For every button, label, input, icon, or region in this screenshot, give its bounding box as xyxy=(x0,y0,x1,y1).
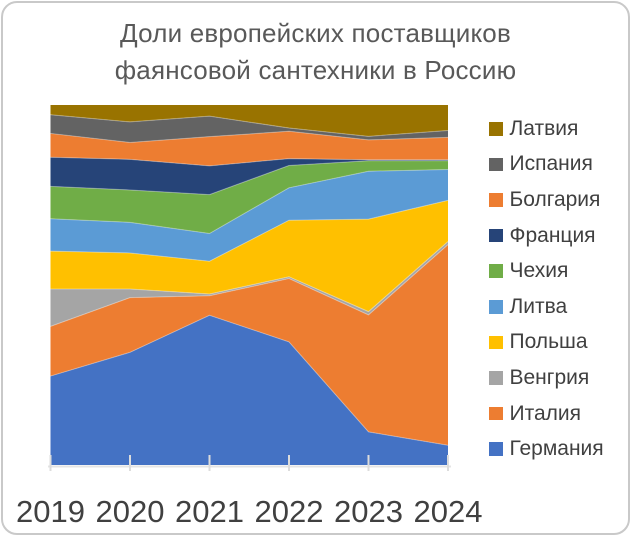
band-separator xyxy=(50,114,449,137)
legend-swatch xyxy=(489,335,503,350)
area-czechia xyxy=(50,160,448,234)
band-separator xyxy=(50,168,449,235)
legend-swatch xyxy=(489,300,503,314)
legend-label: Венгрия xyxy=(509,365,590,389)
legend-item-poland: Польша xyxy=(489,325,604,361)
year-label: 2020 xyxy=(95,494,165,529)
legend-item-france: Франция xyxy=(489,218,604,254)
band-separator xyxy=(50,160,448,196)
area-latvia xyxy=(50,105,448,137)
area-lithuania xyxy=(50,169,448,262)
band-separator xyxy=(50,156,448,167)
legend-swatch xyxy=(489,371,503,385)
legend-label: Германия xyxy=(509,437,604,461)
year-label: 2021 xyxy=(175,494,244,529)
area-spain xyxy=(50,114,448,143)
legend-item-italy: Италия xyxy=(489,396,604,432)
chart-title-line-2: фаянсовой сантехники в Россию xyxy=(114,55,517,85)
legend-swatch xyxy=(489,228,503,243)
legend-item-hungary: Венгрия xyxy=(489,360,604,396)
year-label: 2019 xyxy=(16,494,85,529)
legend-label: Испания xyxy=(509,152,593,176)
legend-swatch xyxy=(489,264,503,278)
year-label: 2023 xyxy=(334,494,403,529)
area-germany xyxy=(50,315,448,465)
legend-item-germany: Германия xyxy=(489,431,604,467)
stacked-area-chart xyxy=(48,105,451,471)
legend-label: Болгария xyxy=(509,187,601,211)
band-separator xyxy=(50,130,449,143)
area-bulgaria xyxy=(50,131,448,166)
area-italy xyxy=(50,244,448,446)
area-hungary xyxy=(50,241,448,327)
legend-label: Франция xyxy=(509,223,596,247)
year-label: 2022 xyxy=(254,494,324,529)
legend-item-bulgaria: Болгария xyxy=(489,182,604,218)
band-separator xyxy=(50,244,449,327)
band-separator xyxy=(50,199,449,262)
chart-title-line-1: Доли европейских поставщиков xyxy=(120,18,511,48)
chart-legend: Латвия Испания Болгария Франция Чехия Литва По… xyxy=(489,111,604,467)
area-france xyxy=(50,157,448,195)
legend-swatch xyxy=(489,442,503,456)
year-label: 2024 xyxy=(413,494,483,529)
legend-label: Литва xyxy=(509,294,568,318)
legend-item-czechia: Чехия xyxy=(489,253,604,289)
legend-swatch xyxy=(489,193,503,207)
legend-swatch xyxy=(489,406,503,421)
area-poland xyxy=(50,200,448,312)
legend-swatch xyxy=(489,122,503,136)
legend-item-spain: Испания xyxy=(489,147,604,183)
legend-label: Латвия xyxy=(509,116,579,140)
legend-label: Чехия xyxy=(509,259,569,283)
band-separator xyxy=(50,241,449,313)
legend-swatch xyxy=(489,157,503,172)
legend-label: Польша xyxy=(509,330,588,354)
legend-item-latvia: Латвия xyxy=(489,111,604,147)
band-separator xyxy=(50,314,449,446)
legend-label: Италия xyxy=(509,401,582,425)
chart-title: Доли европейских поставщиков фаянсовой с… xyxy=(3,15,628,89)
legend-item-lithuania: Литва xyxy=(489,289,604,325)
